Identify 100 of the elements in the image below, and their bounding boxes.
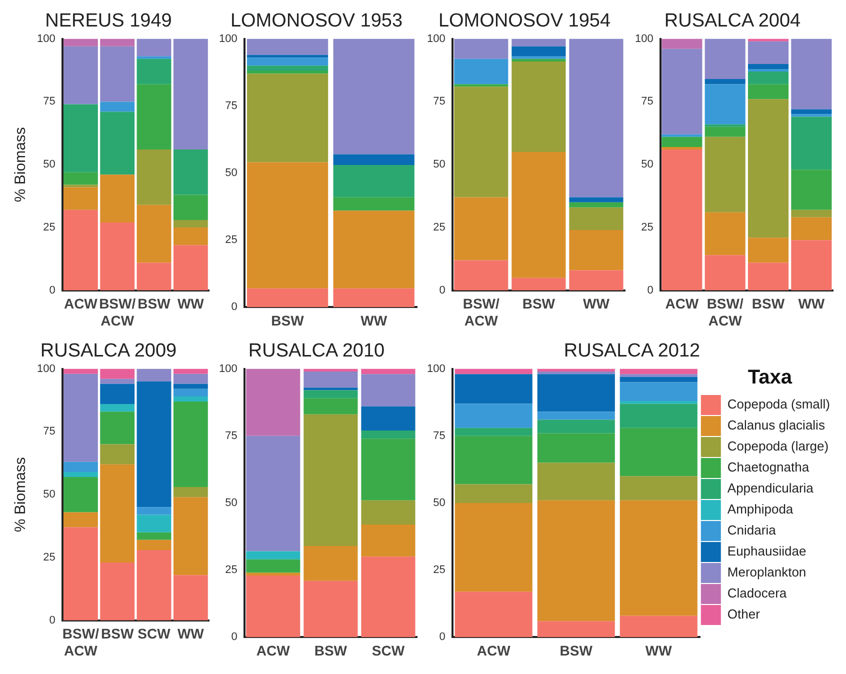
bar [136, 38, 172, 56]
bar [63, 476, 98, 512]
y-tick-label: 25 [225, 234, 238, 246]
bar [136, 58, 172, 84]
bar [136, 532, 172, 540]
x-tick-label: BSW [560, 642, 594, 658]
bar [63, 462, 98, 472]
bar [304, 546, 358, 581]
bar [537, 412, 615, 420]
x-tick-label: ACW [665, 296, 700, 312]
bar [662, 134, 702, 137]
bar [246, 74, 328, 162]
y-tick-label: 0 [49, 614, 56, 626]
bar [63, 472, 98, 477]
bar [662, 48, 702, 134]
legend-label: Calanus glacialis [727, 418, 826, 433]
y-tick-label: 100 [36, 362, 56, 375]
bar [246, 162, 328, 288]
bar [246, 575, 300, 638]
x-tick-label: BSW [752, 296, 786, 312]
bar [512, 152, 566, 278]
bar [361, 406, 416, 431]
bar [454, 260, 508, 290]
bar [454, 484, 532, 503]
bar [136, 150, 172, 205]
bar [361, 556, 416, 638]
bar [333, 154, 414, 165]
y-tick-label: 50 [225, 167, 238, 180]
bar [748, 238, 789, 263]
bar [361, 500, 416, 524]
bar [620, 476, 698, 500]
bar [173, 220, 208, 228]
bar [791, 109, 832, 114]
bar [454, 197, 508, 260]
bar [704, 212, 746, 256]
bar [173, 396, 208, 402]
y-tick-label: 25 [225, 564, 238, 576]
bar [620, 616, 698, 638]
bar [173, 38, 208, 150]
bar [333, 38, 414, 154]
bar [704, 126, 746, 137]
bar [662, 146, 702, 150]
bar [620, 401, 698, 404]
bar [537, 462, 615, 500]
bar [246, 58, 328, 66]
bar [63, 172, 98, 185]
y-tick-label: 75 [225, 100, 238, 112]
x-tick-label: WW [360, 312, 388, 328]
bar [304, 368, 358, 372]
bar [173, 384, 208, 389]
bar [620, 368, 698, 374]
bar [620, 374, 698, 377]
bar [662, 38, 702, 49]
bar [246, 38, 328, 55]
bar [512, 61, 566, 152]
y-tick-label: 50 [225, 497, 238, 510]
bar [63, 187, 98, 210]
bar [246, 559, 300, 573]
bar [537, 621, 615, 638]
bar [512, 38, 566, 46]
bar [136, 204, 172, 263]
y-tick-label: 75 [225, 430, 238, 442]
bar [100, 404, 135, 412]
x-tick-label: WW [177, 296, 205, 312]
bar [246, 368, 300, 436]
legend-label: Meroplankton [727, 564, 806, 580]
bar [136, 56, 172, 59]
bar [246, 71, 328, 74]
bar [304, 371, 358, 388]
bar [246, 54, 328, 58]
bar [361, 368, 416, 374]
y-tick-label: 0 [439, 631, 446, 644]
x-tick-label: ACW [64, 296, 98, 312]
bar [136, 368, 172, 382]
bar [173, 228, 208, 246]
y-tick-label: 25 [43, 552, 56, 564]
bar [63, 46, 98, 104]
bar [136, 262, 172, 290]
bar [791, 114, 832, 117]
bar [569, 230, 624, 270]
bar [361, 438, 416, 500]
bar [246, 66, 328, 72]
bar [100, 46, 135, 102]
bar [100, 102, 135, 112]
bar [454, 428, 532, 436]
y-tick-label: 25 [433, 222, 446, 234]
bar [537, 374, 615, 412]
bar [304, 580, 358, 638]
bar [748, 99, 789, 238]
y-tick-label: 100 [426, 32, 446, 45]
chart-title: LOMONOSOV 1953 [230, 10, 403, 32]
bar [512, 278, 566, 290]
bar [100, 38, 135, 46]
bar [748, 64, 789, 69]
bar [620, 382, 698, 402]
bar [100, 464, 135, 563]
bar [361, 430, 416, 439]
y-tick-label: 50 [433, 158, 446, 171]
bar [63, 368, 98, 374]
bar [246, 436, 300, 552]
